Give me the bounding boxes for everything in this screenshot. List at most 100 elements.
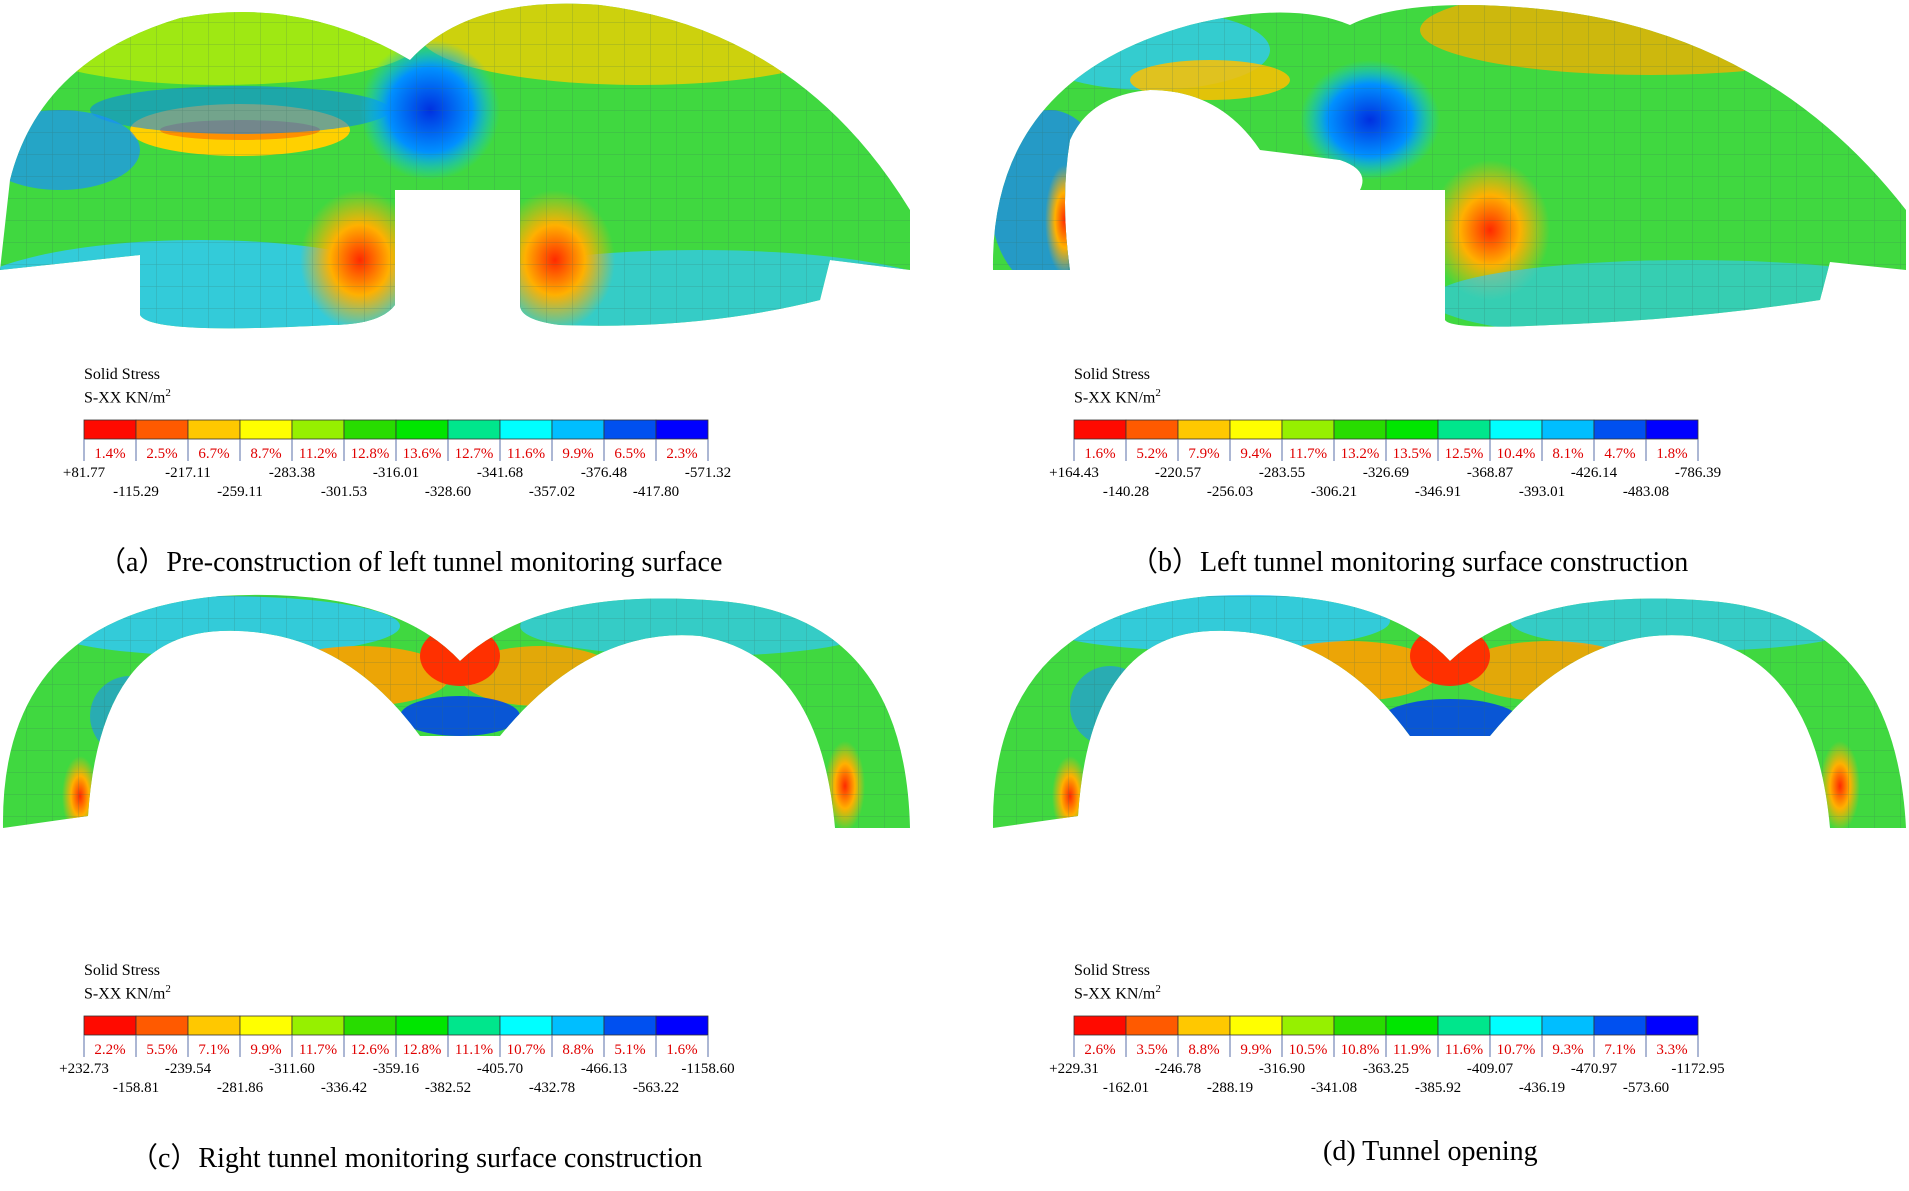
- legend-swatch: [187, 419, 241, 440]
- legend-title-line2: S-XX KN/m: [1074, 389, 1156, 407]
- legend-swatch: [1437, 419, 1491, 440]
- legend-swatch: [291, 419, 345, 440]
- legend-percentage: 2.6%: [1084, 1042, 1115, 1058]
- legend-swatch: [603, 419, 657, 440]
- legend-boundary-value: -573.60: [1623, 1080, 1669, 1096]
- legend-a: Solid Stress S-XX KN/m2 1.4% 2.5% 6.7% 8.7%…: [63, 365, 862, 525]
- legend-swatch: [83, 1015, 137, 1036]
- legend-swatch: [239, 1015, 293, 1036]
- legend-swatch: [655, 1015, 709, 1036]
- legend-percentage: 6.7%: [198, 446, 229, 462]
- legend-percentage: 10.8%: [1341, 1042, 1380, 1058]
- legend-swatch: [1541, 419, 1595, 440]
- legend-boundary-value: -217.11: [165, 465, 211, 481]
- legend-swatch: [395, 419, 449, 440]
- legend-boundary-value: -259.11: [217, 484, 263, 500]
- legend-d: Solid Stress S-XX KN/m2 2.6% 3.5% 8.8% 9.9%…: [1049, 961, 1852, 1121]
- legend-percentage: 8.8%: [562, 1042, 593, 1058]
- legend-swatch: [603, 1015, 657, 1036]
- legend-percentage: 7.9%: [1188, 446, 1219, 462]
- legend-swatch: [1333, 419, 1387, 440]
- legend-bar-c: 2.2% 5.5% 7.1% 9.9% 11.7% 12.6% 12.8% 11.1% 10.7…: [59, 1015, 735, 1096]
- legend-boundary-value: -301.53: [321, 484, 367, 500]
- legend-swatch: [1125, 419, 1179, 440]
- stress-contour-b: [992, 5, 1906, 327]
- legend-percentage: 2.3%: [666, 446, 697, 462]
- legend-percentage: 11.6%: [507, 446, 545, 462]
- legend-boundary-value: -283.55: [1259, 465, 1305, 481]
- legend-swatch: [1385, 1015, 1439, 1036]
- legend-swatch: [1177, 1015, 1231, 1036]
- legend-percentage: 8.7%: [250, 446, 281, 462]
- legend-swatch: [1645, 1015, 1699, 1036]
- legend-boundary-value: +229.31: [1049, 1061, 1099, 1077]
- legend-swatch: [655, 419, 709, 440]
- legend-bar-b: 1.6% 5.2% 7.9% 9.4% 11.7% 13.2% 13.5% 12.5% 10.4…: [1049, 419, 1721, 500]
- legend-boundary-value: -466.13: [581, 1061, 627, 1077]
- legend-percentage: 7.1%: [198, 1042, 229, 1058]
- legend-boundary-value: -409.07: [1467, 1061, 1514, 1077]
- legend-percentage: 12.5%: [1445, 446, 1484, 462]
- legend-percentage: 12.6%: [351, 1042, 390, 1058]
- legend-swatch: [395, 1015, 449, 1036]
- legend-boundary-value: -786.39: [1675, 465, 1721, 481]
- legend-swatch: [447, 1015, 501, 1036]
- legend-percentage: 3.3%: [1656, 1042, 1687, 1058]
- legend-percentage: 1.6%: [1084, 446, 1115, 462]
- legend-percentage: 5.2%: [1136, 446, 1167, 462]
- legend-boundary-value: -426.14: [1571, 465, 1618, 481]
- legend-b: Solid Stress S-XX KN/m2 1.6% 5.2% 7.9% 9.4%…: [1049, 365, 1852, 525]
- legend-swatch: [1593, 1015, 1647, 1036]
- caption-d: (d) Tunnel opening: [1323, 1136, 1538, 1167]
- legend-percentage: 9.9%: [250, 1042, 281, 1058]
- legend-boundary-value: -341.68: [477, 465, 523, 481]
- legend-swatch: [1281, 419, 1335, 440]
- legend-boundary-value: -417.80: [633, 484, 679, 500]
- legend-title-line2: S-XX KN/m: [84, 389, 166, 407]
- legend-swatch: [1489, 419, 1543, 440]
- legend-swatch: [343, 1015, 397, 1036]
- legend-unit-superscript: 2: [1155, 387, 1161, 399]
- legend-boundary-value: -1172.95: [1671, 1061, 1724, 1077]
- legend-swatch: [1229, 1015, 1283, 1036]
- stress-contour-d: [992, 594, 1906, 828]
- legend-boundary-value: -346.91: [1415, 484, 1461, 500]
- legend-title-line1: Solid Stress: [1074, 366, 1151, 383]
- legend-unit-superscript: 2: [165, 983, 171, 995]
- legend-swatch: [343, 419, 397, 440]
- legend-boundary-value: -162.01: [1103, 1080, 1149, 1096]
- legend-boundary-value: -483.08: [1623, 484, 1669, 500]
- legend-title-line2: S-XX KN/m: [1074, 985, 1156, 1003]
- legend-boundary-value: -357.02: [529, 484, 575, 500]
- legend-boundary-value: -336.42: [321, 1080, 367, 1096]
- legend-percentage: 13.6%: [403, 446, 442, 462]
- legend-swatch: [1281, 1015, 1335, 1036]
- legend-boundary-value: -115.29: [113, 484, 159, 500]
- legend-boundary-value: -341.08: [1311, 1080, 1357, 1096]
- legend-boundary-value: -359.16: [373, 1061, 420, 1077]
- legend-percentage: 9.9%: [1240, 1042, 1271, 1058]
- legend-swatch: [1593, 419, 1647, 440]
- legend-swatch: [447, 419, 501, 440]
- caption-b: （b）Left tunnel monitoring surface constr…: [1130, 547, 1689, 578]
- legend-percentage: 3.5%: [1136, 1042, 1167, 1058]
- legend-swatch: [1125, 1015, 1179, 1036]
- legend-boundary-value: -281.86: [217, 1080, 264, 1096]
- legend-title-line1: Solid Stress: [1074, 962, 1151, 979]
- legend-unit-superscript: 2: [1155, 983, 1161, 995]
- legend-boundary-value: -1158.60: [681, 1061, 734, 1077]
- legend-percentage: 10.5%: [1289, 1042, 1328, 1058]
- panel-d: Solid Stress S-XX KN/m2 2.6% 3.5% 8.8% 9.9%…: [990, 594, 1909, 1191]
- legend-swatch: [499, 419, 553, 440]
- legend-swatch: [1489, 1015, 1543, 1036]
- stress-contour-c: [2, 594, 910, 828]
- legend-swatch: [551, 1015, 605, 1036]
- legend-swatch: [135, 1015, 189, 1036]
- legend-boundary-value: -436.19: [1519, 1080, 1565, 1096]
- legend-boundary-value: -239.54: [165, 1061, 212, 1077]
- legend-title-line1: Solid Stress: [84, 962, 161, 979]
- legend-boundary-value: -306.21: [1311, 484, 1357, 500]
- legend-boundary-value: -385.92: [1415, 1080, 1461, 1096]
- legend-swatch: [1645, 419, 1699, 440]
- legend-boundary-value: -256.03: [1207, 484, 1253, 500]
